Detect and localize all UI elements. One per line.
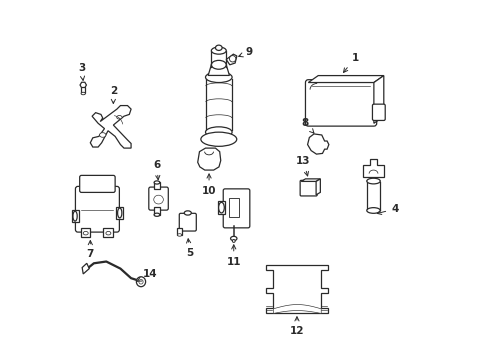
FancyBboxPatch shape bbox=[179, 213, 196, 231]
Ellipse shape bbox=[136, 277, 145, 287]
FancyBboxPatch shape bbox=[80, 175, 115, 192]
Text: 1: 1 bbox=[343, 53, 358, 72]
Ellipse shape bbox=[229, 55, 235, 62]
Text: 11: 11 bbox=[226, 245, 241, 266]
Polygon shape bbox=[81, 228, 90, 237]
Text: 13: 13 bbox=[295, 156, 310, 176]
Polygon shape bbox=[82, 263, 89, 274]
Polygon shape bbox=[307, 134, 328, 154]
Ellipse shape bbox=[211, 47, 226, 54]
Text: 8: 8 bbox=[301, 118, 313, 133]
Text: 2: 2 bbox=[109, 86, 117, 103]
Text: 12: 12 bbox=[289, 317, 304, 336]
Polygon shape bbox=[315, 179, 320, 195]
Text: 14: 14 bbox=[137, 269, 158, 281]
Ellipse shape bbox=[201, 132, 236, 146]
Ellipse shape bbox=[215, 45, 222, 50]
Ellipse shape bbox=[100, 133, 106, 137]
Ellipse shape bbox=[177, 234, 182, 236]
Polygon shape bbox=[177, 228, 182, 235]
Ellipse shape bbox=[106, 231, 111, 235]
Polygon shape bbox=[103, 228, 113, 237]
Polygon shape bbox=[218, 201, 224, 214]
Ellipse shape bbox=[218, 202, 224, 213]
FancyBboxPatch shape bbox=[372, 104, 385, 121]
Ellipse shape bbox=[366, 208, 380, 213]
Ellipse shape bbox=[184, 211, 191, 215]
Ellipse shape bbox=[232, 239, 235, 242]
Polygon shape bbox=[80, 82, 86, 88]
Text: 10: 10 bbox=[202, 174, 216, 195]
Polygon shape bbox=[373, 76, 383, 123]
Bar bbox=[154, 207, 160, 215]
Ellipse shape bbox=[205, 127, 232, 138]
Polygon shape bbox=[363, 159, 383, 177]
Ellipse shape bbox=[205, 72, 232, 82]
FancyBboxPatch shape bbox=[300, 180, 317, 196]
Ellipse shape bbox=[154, 181, 160, 184]
Polygon shape bbox=[81, 87, 85, 93]
Polygon shape bbox=[208, 65, 229, 76]
Polygon shape bbox=[265, 265, 327, 313]
Text: 5: 5 bbox=[185, 239, 193, 258]
Ellipse shape bbox=[81, 92, 85, 95]
FancyBboxPatch shape bbox=[148, 187, 168, 210]
Text: 7: 7 bbox=[86, 240, 94, 260]
Text: 9: 9 bbox=[238, 48, 252, 57]
Ellipse shape bbox=[366, 178, 380, 184]
Polygon shape bbox=[116, 207, 123, 219]
FancyBboxPatch shape bbox=[223, 189, 249, 228]
Polygon shape bbox=[71, 210, 79, 222]
Ellipse shape bbox=[83, 231, 88, 235]
Text: 3: 3 bbox=[78, 63, 85, 80]
Text: 4: 4 bbox=[377, 204, 398, 215]
FancyBboxPatch shape bbox=[305, 80, 376, 126]
Polygon shape bbox=[197, 148, 220, 170]
Bar bbox=[154, 183, 160, 189]
Ellipse shape bbox=[117, 116, 122, 119]
Bar bbox=[229, 198, 239, 217]
Text: 6: 6 bbox=[153, 160, 160, 180]
Ellipse shape bbox=[211, 60, 226, 69]
Polygon shape bbox=[90, 105, 131, 148]
Polygon shape bbox=[226, 54, 236, 65]
FancyBboxPatch shape bbox=[75, 186, 119, 232]
Polygon shape bbox=[307, 76, 383, 82]
Ellipse shape bbox=[73, 211, 77, 221]
Ellipse shape bbox=[118, 208, 122, 218]
Ellipse shape bbox=[230, 237, 237, 240]
Polygon shape bbox=[301, 179, 320, 181]
Ellipse shape bbox=[154, 213, 160, 216]
